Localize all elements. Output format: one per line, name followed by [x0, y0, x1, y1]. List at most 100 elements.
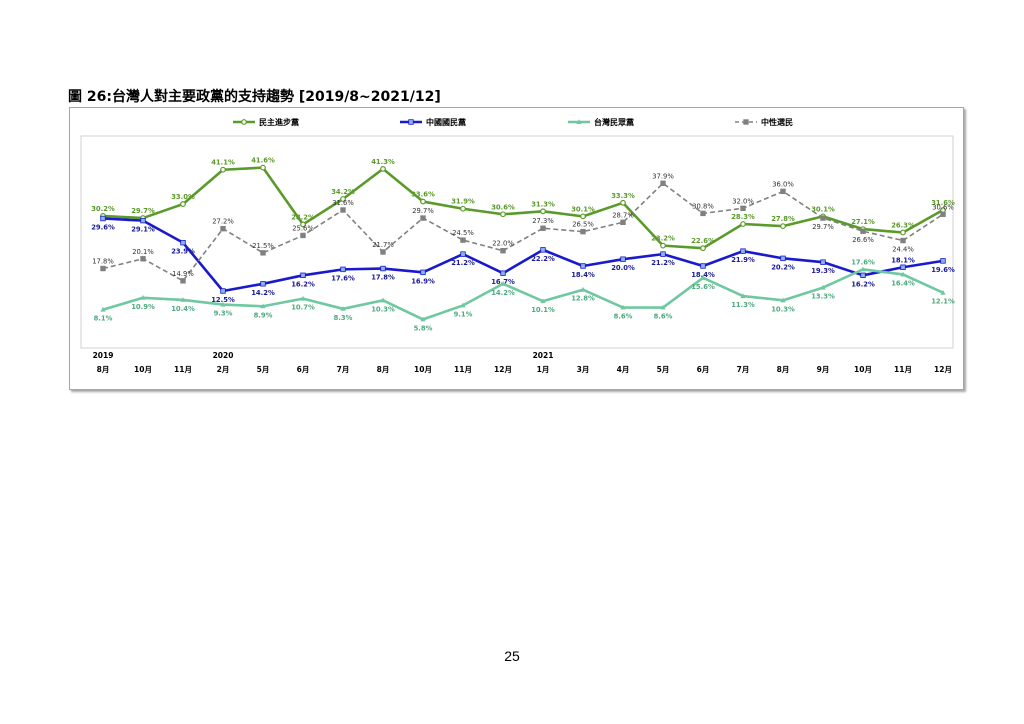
data-point [500, 270, 506, 276]
data-label: 15.6% [691, 283, 715, 291]
data-point [260, 281, 266, 287]
data-label: 17.6% [851, 258, 875, 266]
data-label: 29.6% [91, 223, 115, 231]
data-label: 34.2% [331, 188, 355, 196]
data-point [260, 303, 266, 309]
x-tick-label: 5月 [657, 365, 670, 374]
data-point [740, 248, 746, 254]
data-label: 41.1% [211, 159, 235, 167]
x-tick-label: 8月 [377, 365, 390, 374]
data-label: 33.0% [171, 193, 195, 201]
data-label: 41.6% [251, 157, 275, 165]
x-tick-label: 10月 [414, 365, 432, 374]
legend-label: 民主進步黨 [259, 117, 299, 127]
x-tick-label: 6月 [297, 365, 310, 374]
data-point [540, 298, 546, 304]
data-label: 10.9% [131, 303, 155, 311]
series-line [102, 166, 944, 250]
data-point [580, 286, 586, 292]
data-point [180, 278, 186, 284]
data-point [340, 196, 346, 202]
data-label: 21.2% [651, 259, 675, 267]
data-label: 20.2% [771, 263, 795, 271]
data-point [220, 225, 226, 232]
data-point [580, 263, 586, 269]
x-tick-label: 7月 [337, 365, 350, 374]
legend-marker [408, 119, 414, 125]
data-label: 23.9% [171, 248, 195, 256]
legend-label: 中國國民黨 [426, 117, 466, 127]
data-label: 16.2% [291, 280, 315, 288]
data-point [180, 201, 186, 207]
data-point [460, 251, 466, 257]
x-axis: 2019 2020 2021 8月 10月 11月 2月 5月 6月 7月 8月 10月 11月 12月 1… [93, 351, 952, 374]
data-point [540, 208, 546, 215]
data-point [620, 199, 626, 206]
data-label: 10.4% [171, 305, 195, 313]
data-point [260, 164, 266, 171]
data-point [900, 237, 906, 244]
x-tick-label: 11月 [174, 365, 192, 374]
data-label: 33.6% [411, 191, 435, 199]
data-label: 27.3% [532, 217, 554, 225]
data-point [500, 248, 506, 254]
data-label: 31.6% [931, 199, 955, 207]
data-label: 18.4% [691, 271, 715, 279]
data-label: 27.2% [212, 218, 234, 226]
data-label: 26.6% [852, 236, 874, 244]
data-label: 20.1% [132, 248, 154, 256]
data-point [540, 247, 546, 253]
data-label: 31.9% [451, 198, 475, 206]
legend-marker [241, 119, 247, 125]
data-point [740, 293, 746, 299]
data-point [180, 239, 186, 246]
data-label: 30.8% [692, 202, 714, 210]
data-point [780, 188, 786, 195]
series-3: 17.8% 20.1% 14.9% 27.2% 21.5% 25.6% 31.6% 21.7%… [92, 172, 954, 284]
data-point [700, 210, 706, 217]
data-label: 8.6% [614, 313, 633, 321]
data-point [540, 225, 546, 231]
data-point [420, 269, 426, 276]
data-point [340, 306, 346, 311]
data-label: 16.9% [411, 277, 435, 285]
data-point [900, 229, 906, 236]
year-label: 2019 [93, 351, 114, 360]
x-tick-label: 6月 [697, 365, 710, 374]
data-label: 28.2% [291, 213, 315, 221]
data-point [660, 180, 666, 187]
data-label: 41.3% [371, 158, 395, 166]
data-label: 24.5% [452, 229, 474, 237]
x-tick-label: 4月 [617, 365, 630, 374]
data-label: 23.2% [651, 235, 675, 243]
data-point [740, 221, 746, 227]
data-point [140, 294, 146, 300]
data-label: 8.9% [254, 311, 273, 319]
data-label: 10.3% [371, 305, 395, 313]
plot-area: 30.2% 29.7% 33.0% 41.1% 41.6% 28.2% 34.2% 41.3%… [80, 135, 955, 349]
data-label: 30.2% [91, 205, 115, 213]
line-chart: 民主進步黨 中國國民黨 台灣民眾黨 中性選民 30.2% 29.7% 33.0% 41.1%… [80, 117, 955, 374]
data-point [700, 275, 706, 280]
data-label: 21.9% [731, 256, 755, 264]
data-label: 22.0% [492, 240, 514, 248]
data-label: 17.6% [331, 274, 355, 282]
x-tick-label: 7月 [737, 365, 750, 374]
data-point [500, 280, 506, 286]
data-label: 31.3% [531, 200, 555, 208]
data-label: 33.3% [611, 192, 635, 200]
data-label: 9.3% [214, 310, 233, 318]
data-label: 9.1% [454, 310, 473, 318]
data-point [100, 265, 106, 272]
data-label: 10.7% [291, 304, 315, 312]
data-point [140, 217, 146, 224]
data-point [460, 237, 466, 243]
data-point [180, 297, 186, 302]
data-point [100, 215, 106, 222]
data-point [620, 256, 626, 262]
x-tick-label: 12月 [494, 365, 512, 374]
data-label: 26.3% [891, 221, 915, 229]
data-label: 21.5% [252, 242, 274, 250]
data-point [820, 215, 826, 221]
data-point [940, 211, 946, 217]
